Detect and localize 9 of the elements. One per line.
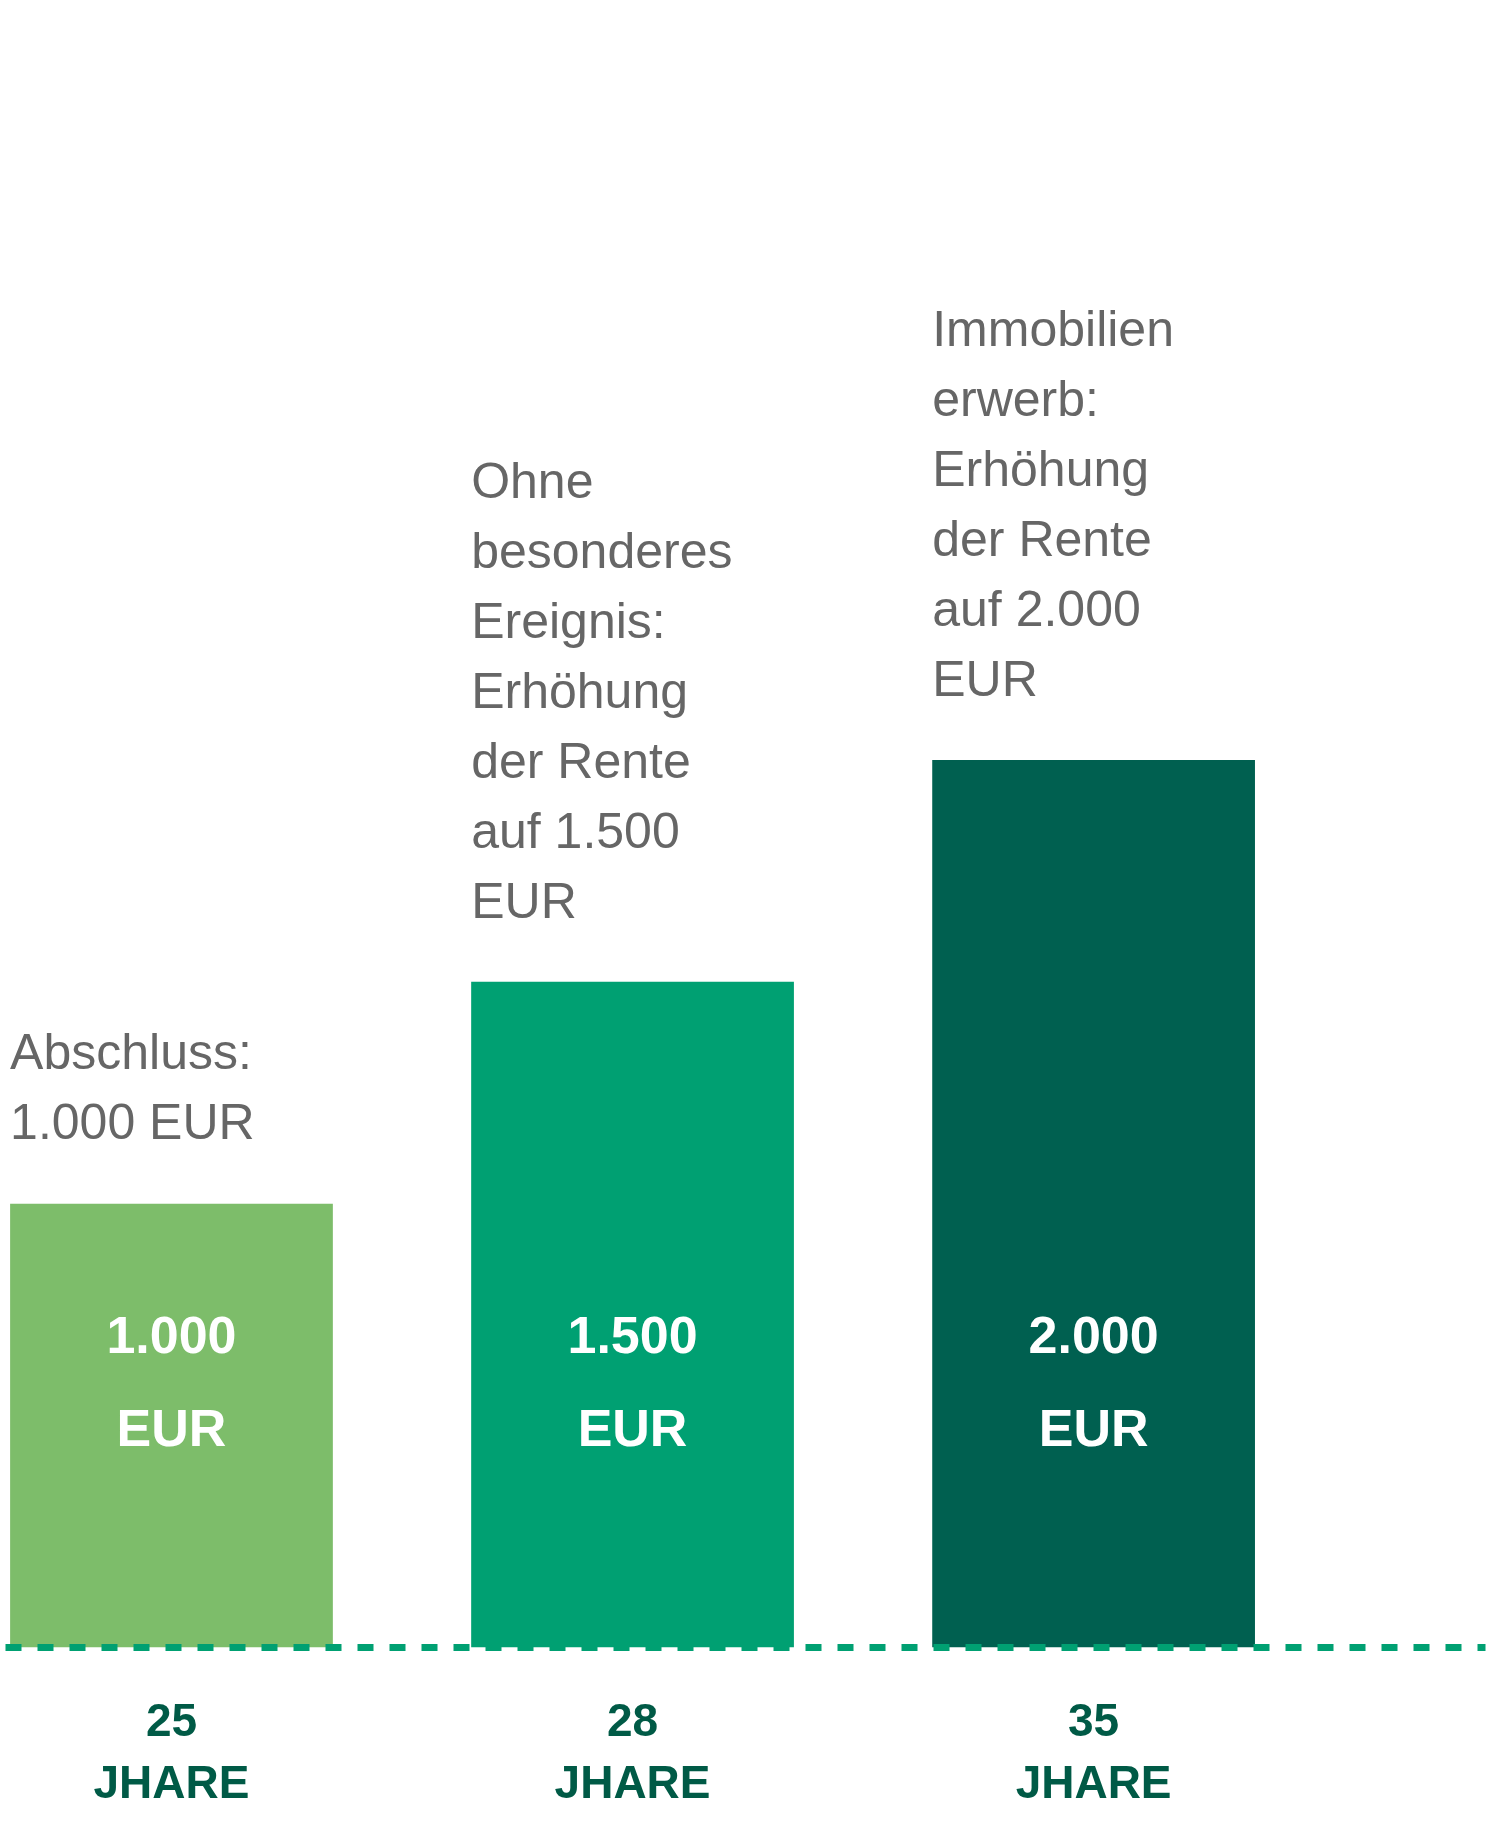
x-tick-label: 28 JHARE: [554, 1693, 711, 1808]
text: Immobilien erwerb: Erhöhung der Rente auf 2.000 EUR: [932, 300, 1174, 707]
annotation: Ohne besonderes Ereignis: Erhöhung der Rente auf 1.500 EUR: [471, 452, 733, 929]
annotation: Abschluss: 1.000 EUR: [10, 1024, 255, 1151]
x-tick-label: 25 JHARE: [93, 1693, 250, 1808]
data-label: 2.000 EUR: [1028, 1305, 1159, 1457]
data-label: 1.000 EUR: [106, 1305, 237, 1457]
data-label: 1.500 EUR: [567, 1305, 698, 1457]
x-tick-label: 35 JHARE: [1015, 1693, 1172, 1808]
